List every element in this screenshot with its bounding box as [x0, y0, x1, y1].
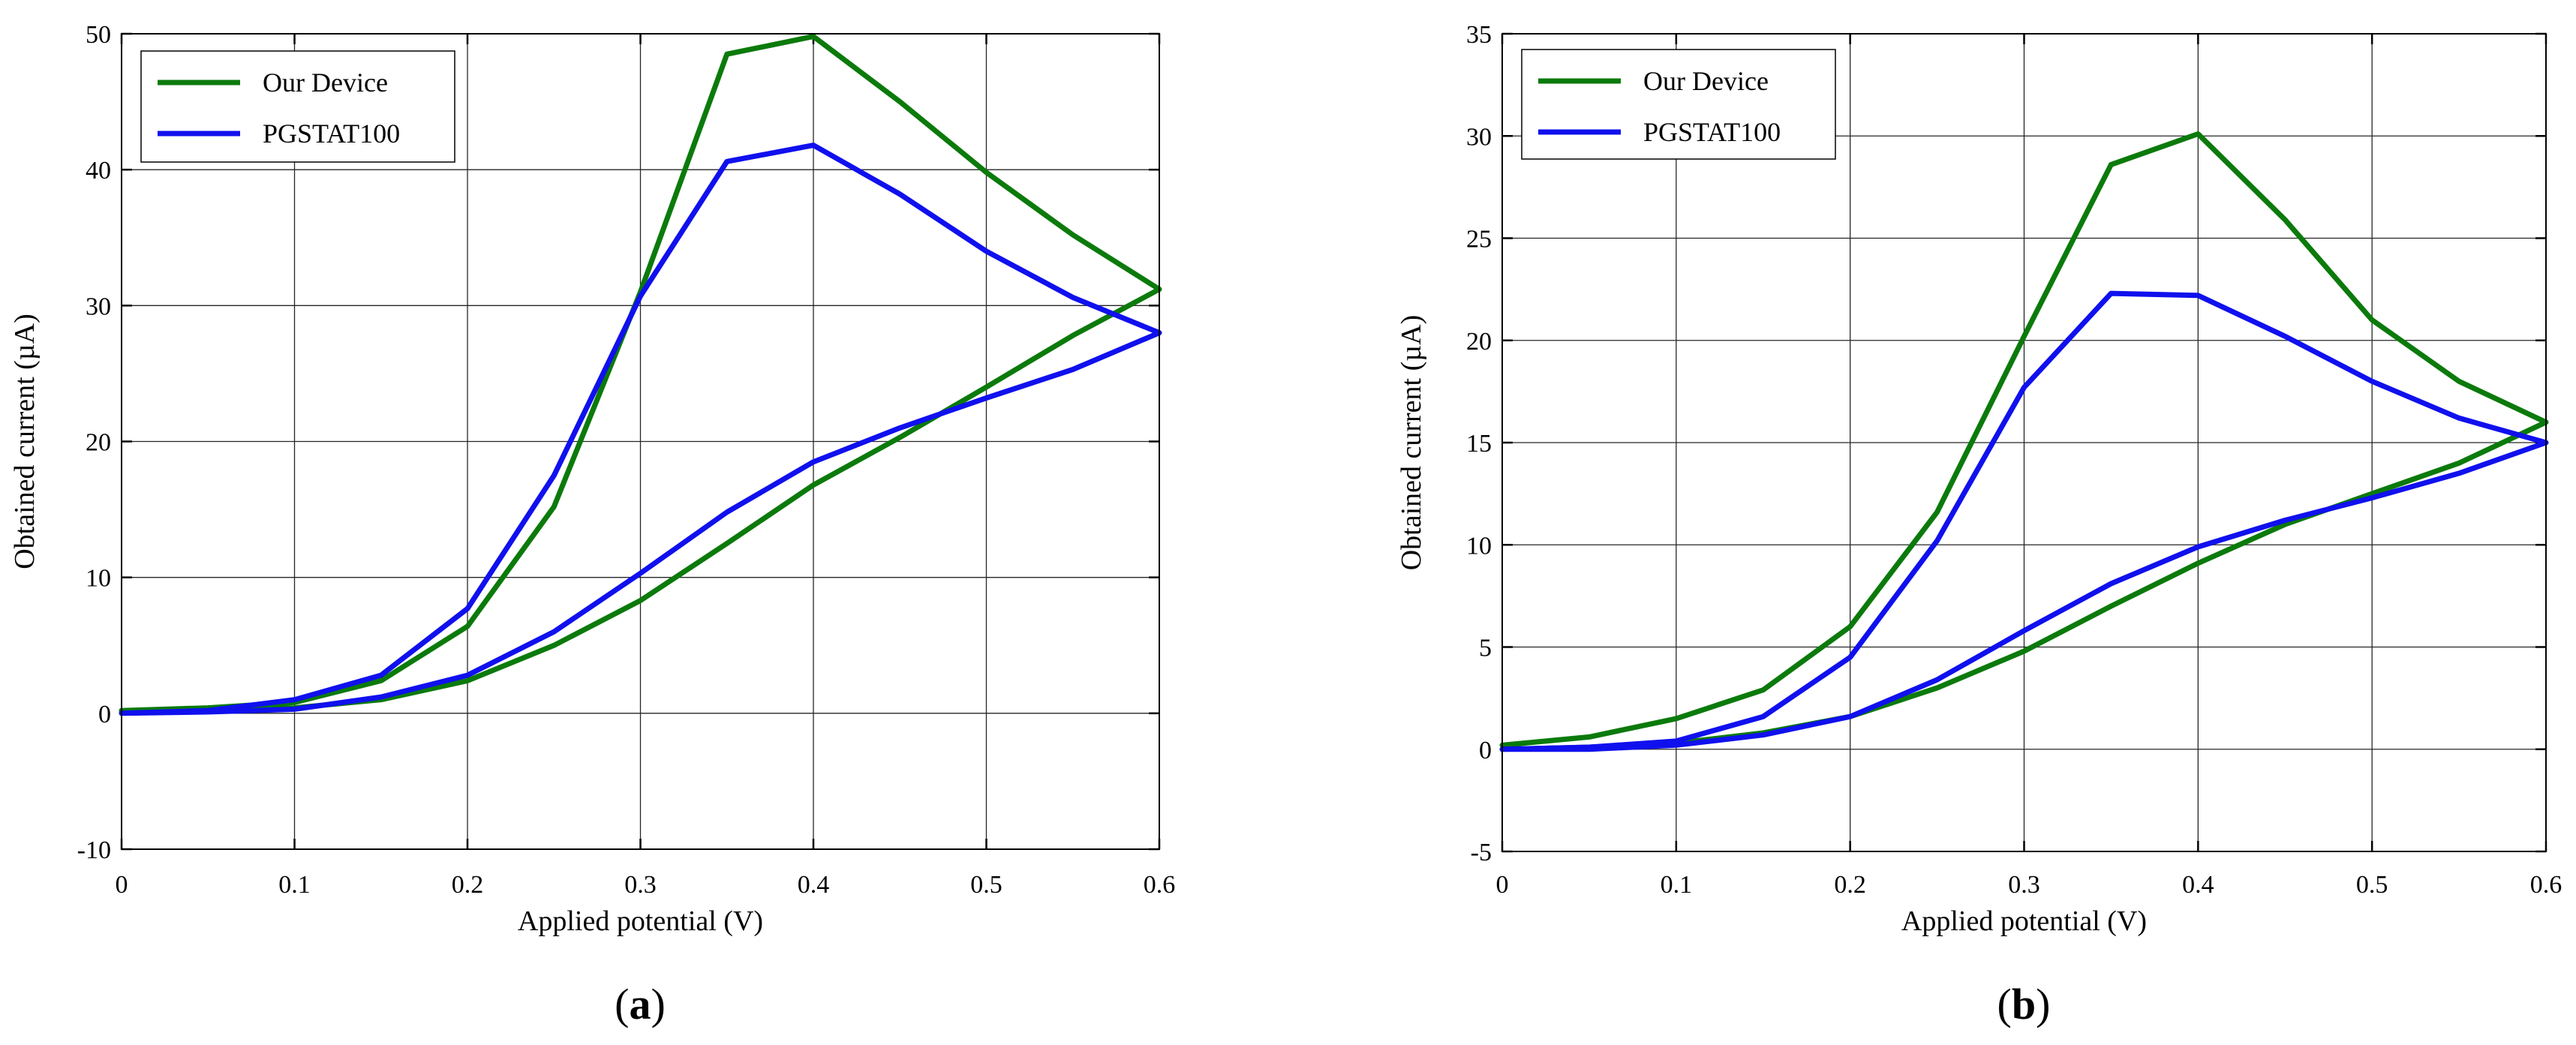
y-tick-label: 0 — [1479, 737, 1492, 764]
legend-label-our-device: Our Device — [263, 68, 388, 98]
panel-letter: b — [2012, 980, 2036, 1028]
x-tick-label: 0.6 — [2530, 871, 2562, 899]
y-tick-label: 0 — [98, 701, 111, 728]
y-tick-label: 10 — [1466, 532, 1492, 560]
legend-label-our-device: Our Device — [1643, 66, 1769, 96]
panel-paren-close: ) — [651, 980, 666, 1028]
x-tick-label: 0.1 — [1661, 871, 1693, 899]
x-tick-label: 0.4 — [798, 871, 830, 899]
legend-box — [140, 50, 455, 163]
x-tick-label: 0.2 — [1834, 871, 1866, 899]
x-tick-label: 0.3 — [624, 871, 657, 899]
y-tick-label: 25 — [1466, 226, 1492, 254]
axes-frame — [121, 33, 1160, 850]
panel-letter: a — [630, 980, 651, 1028]
panel-paren-close: ) — [2036, 980, 2050, 1028]
y-tick-label: 20 — [1466, 328, 1492, 356]
y-tick-label: 50 — [86, 21, 111, 49]
y-tick-label: -10 — [77, 836, 111, 864]
x-tick-label: 0.6 — [1144, 871, 1176, 899]
panel-paren-open: ( — [1997, 980, 2012, 1028]
legend-label-pgstat100: PGSTAT100 — [1643, 117, 1781, 147]
x-tick-label: 0.2 — [452, 871, 484, 899]
y-axis-label: Obtained current (µA) — [9, 314, 41, 569]
legend-box — [1521, 49, 1836, 160]
x-tick-label: 0 — [116, 871, 128, 899]
x-tick-label: 0.3 — [2008, 871, 2040, 899]
panel-label: (b) — [1997, 980, 2051, 1028]
panel-label: (a) — [615, 980, 666, 1028]
x-tick-label: 0.1 — [278, 871, 311, 899]
x-axis-label: Applied potential (V) — [518, 905, 763, 937]
y-tick-label: 20 — [86, 429, 111, 457]
y-tick-label: 30 — [1466, 123, 1492, 151]
y-tick-label: 35 — [1466, 21, 1492, 49]
x-tick-label: 0.4 — [2182, 871, 2214, 899]
y-tick-label: -5 — [1471, 839, 1492, 866]
x-tick-label: 0 — [1496, 871, 1509, 899]
x-tick-label: 0.5 — [970, 871, 1002, 899]
y-tick-label: 15 — [1466, 430, 1492, 458]
panel-paren-open: ( — [615, 980, 629, 1028]
y-tick-label: 5 — [1479, 635, 1492, 662]
y-tick-label: 10 — [86, 565, 111, 593]
x-axis-label: Applied potential (V) — [1901, 905, 2147, 937]
y-tick-label: 30 — [86, 293, 111, 320]
y-tick-label: 40 — [86, 157, 111, 185]
y-axis-label: Obtained current (µA) — [1396, 315, 1427, 571]
x-tick-label: 0.5 — [2356, 871, 2388, 899]
axes-frame — [1501, 33, 2547, 852]
legend-label-pgstat100: PGSTAT100 — [263, 119, 400, 149]
